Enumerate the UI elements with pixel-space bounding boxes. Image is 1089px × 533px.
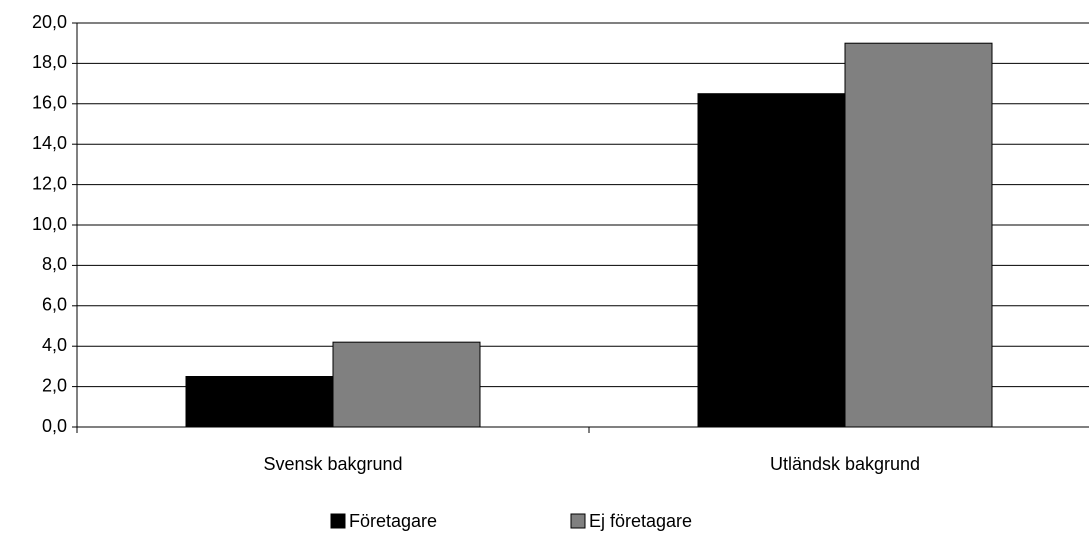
bar bbox=[185, 376, 334, 428]
legend-swatch bbox=[330, 513, 346, 529]
bar bbox=[697, 93, 846, 428]
y-tick-label: 12,0 bbox=[32, 173, 67, 193]
y-tick-label: 16,0 bbox=[32, 93, 67, 113]
x-tick-label: Utländsk bakgrund bbox=[770, 454, 920, 474]
y-tick-label: 20,0 bbox=[32, 12, 67, 32]
bar bbox=[844, 42, 993, 428]
legend-swatch bbox=[570, 513, 586, 529]
y-tick-label: 4,0 bbox=[42, 335, 67, 355]
y-tick-label: 2,0 bbox=[42, 375, 67, 395]
legend-label: Företagare bbox=[349, 511, 437, 531]
y-tick-label: 18,0 bbox=[32, 52, 67, 72]
x-tick-label: Svensk bakgrund bbox=[263, 454, 402, 474]
y-tick-label: 6,0 bbox=[42, 295, 67, 315]
y-tick-label: 10,0 bbox=[32, 214, 67, 234]
y-tick-label: 14,0 bbox=[32, 133, 67, 153]
y-tick-label: 0,0 bbox=[42, 416, 67, 436]
legend-label: Ej företagare bbox=[589, 511, 692, 531]
bar bbox=[332, 341, 481, 428]
y-tick-label: 8,0 bbox=[42, 254, 67, 274]
